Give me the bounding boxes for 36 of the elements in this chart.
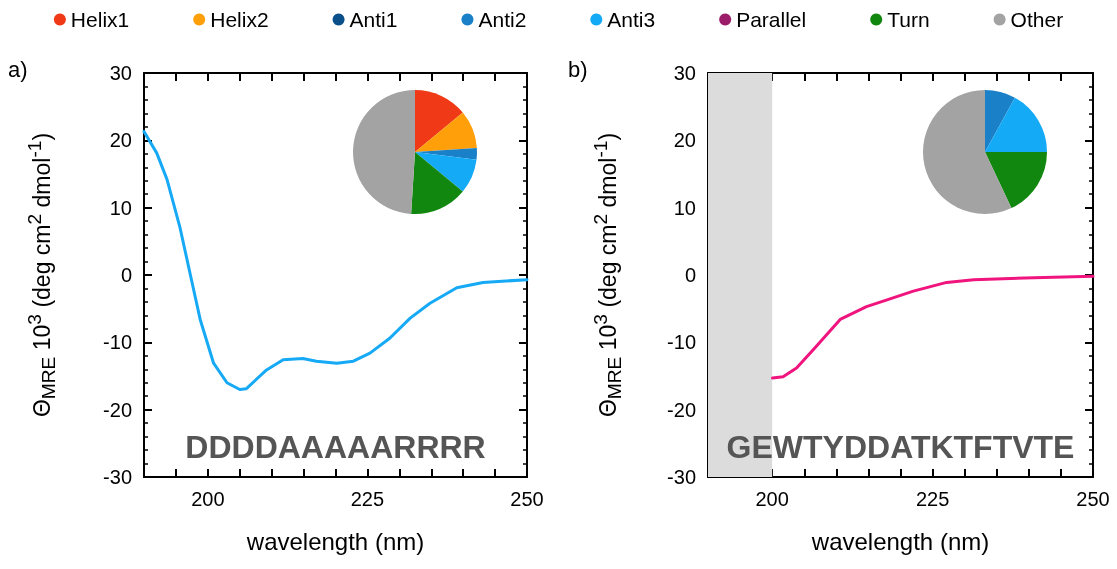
text: a) <box>8 56 28 82</box>
y-tick-label: 0 <box>120 264 132 286</box>
line-series <box>770 274 1095 380</box>
y-tick-label: 20 <box>673 129 696 152</box>
legend-label: Anti3 <box>607 8 656 31</box>
annotation: GEWTYDDATKTFTVTE <box>726 429 1075 465</box>
x-tick-label: 250 <box>510 488 544 510</box>
legend-label: Other <box>1010 8 1064 31</box>
line-series <box>142 130 529 391</box>
legend-label: Parallel <box>736 8 807 31</box>
y-tick-label: 0 <box>684 264 696 286</box>
legend-label: Turn <box>887 8 930 31</box>
y-tick-label: -10 <box>103 331 132 354</box>
x-tick-label: 225 <box>350 488 385 510</box>
x-axis-title: wavelength (nm) <box>245 527 425 555</box>
y-tick-label: -20 <box>667 398 696 421</box>
legend-label: Helix2 <box>210 8 269 31</box>
y-tick-label: 30 <box>673 62 696 84</box>
x-tick-label: 200 <box>755 488 789 510</box>
y-tick-label: -20 <box>103 398 132 421</box>
y-tick-label: 10 <box>673 196 696 219</box>
x-tick-label: 250 <box>1076 488 1110 510</box>
y-tick-label: -10 <box>667 331 696 354</box>
legend-label: Helix1 <box>70 8 130 31</box>
annotation: DDDDAAAAARRRR <box>185 429 486 465</box>
y-tick-label: 20 <box>109 129 132 152</box>
y-tick-label: -30 <box>103 466 132 488</box>
text: b) <box>568 56 588 82</box>
y-tick-label: 30 <box>109 62 132 84</box>
y-tick-label: 10 <box>109 196 132 219</box>
x-axis-title: wavelength (nm) <box>810 527 990 555</box>
x-tick-label: 200 <box>191 488 225 510</box>
legend-label: Anti2 <box>478 8 527 31</box>
y-tick-label: -30 <box>667 466 696 488</box>
legend-label: Anti1 <box>349 8 398 31</box>
x-tick-label: 225 <box>915 488 950 510</box>
